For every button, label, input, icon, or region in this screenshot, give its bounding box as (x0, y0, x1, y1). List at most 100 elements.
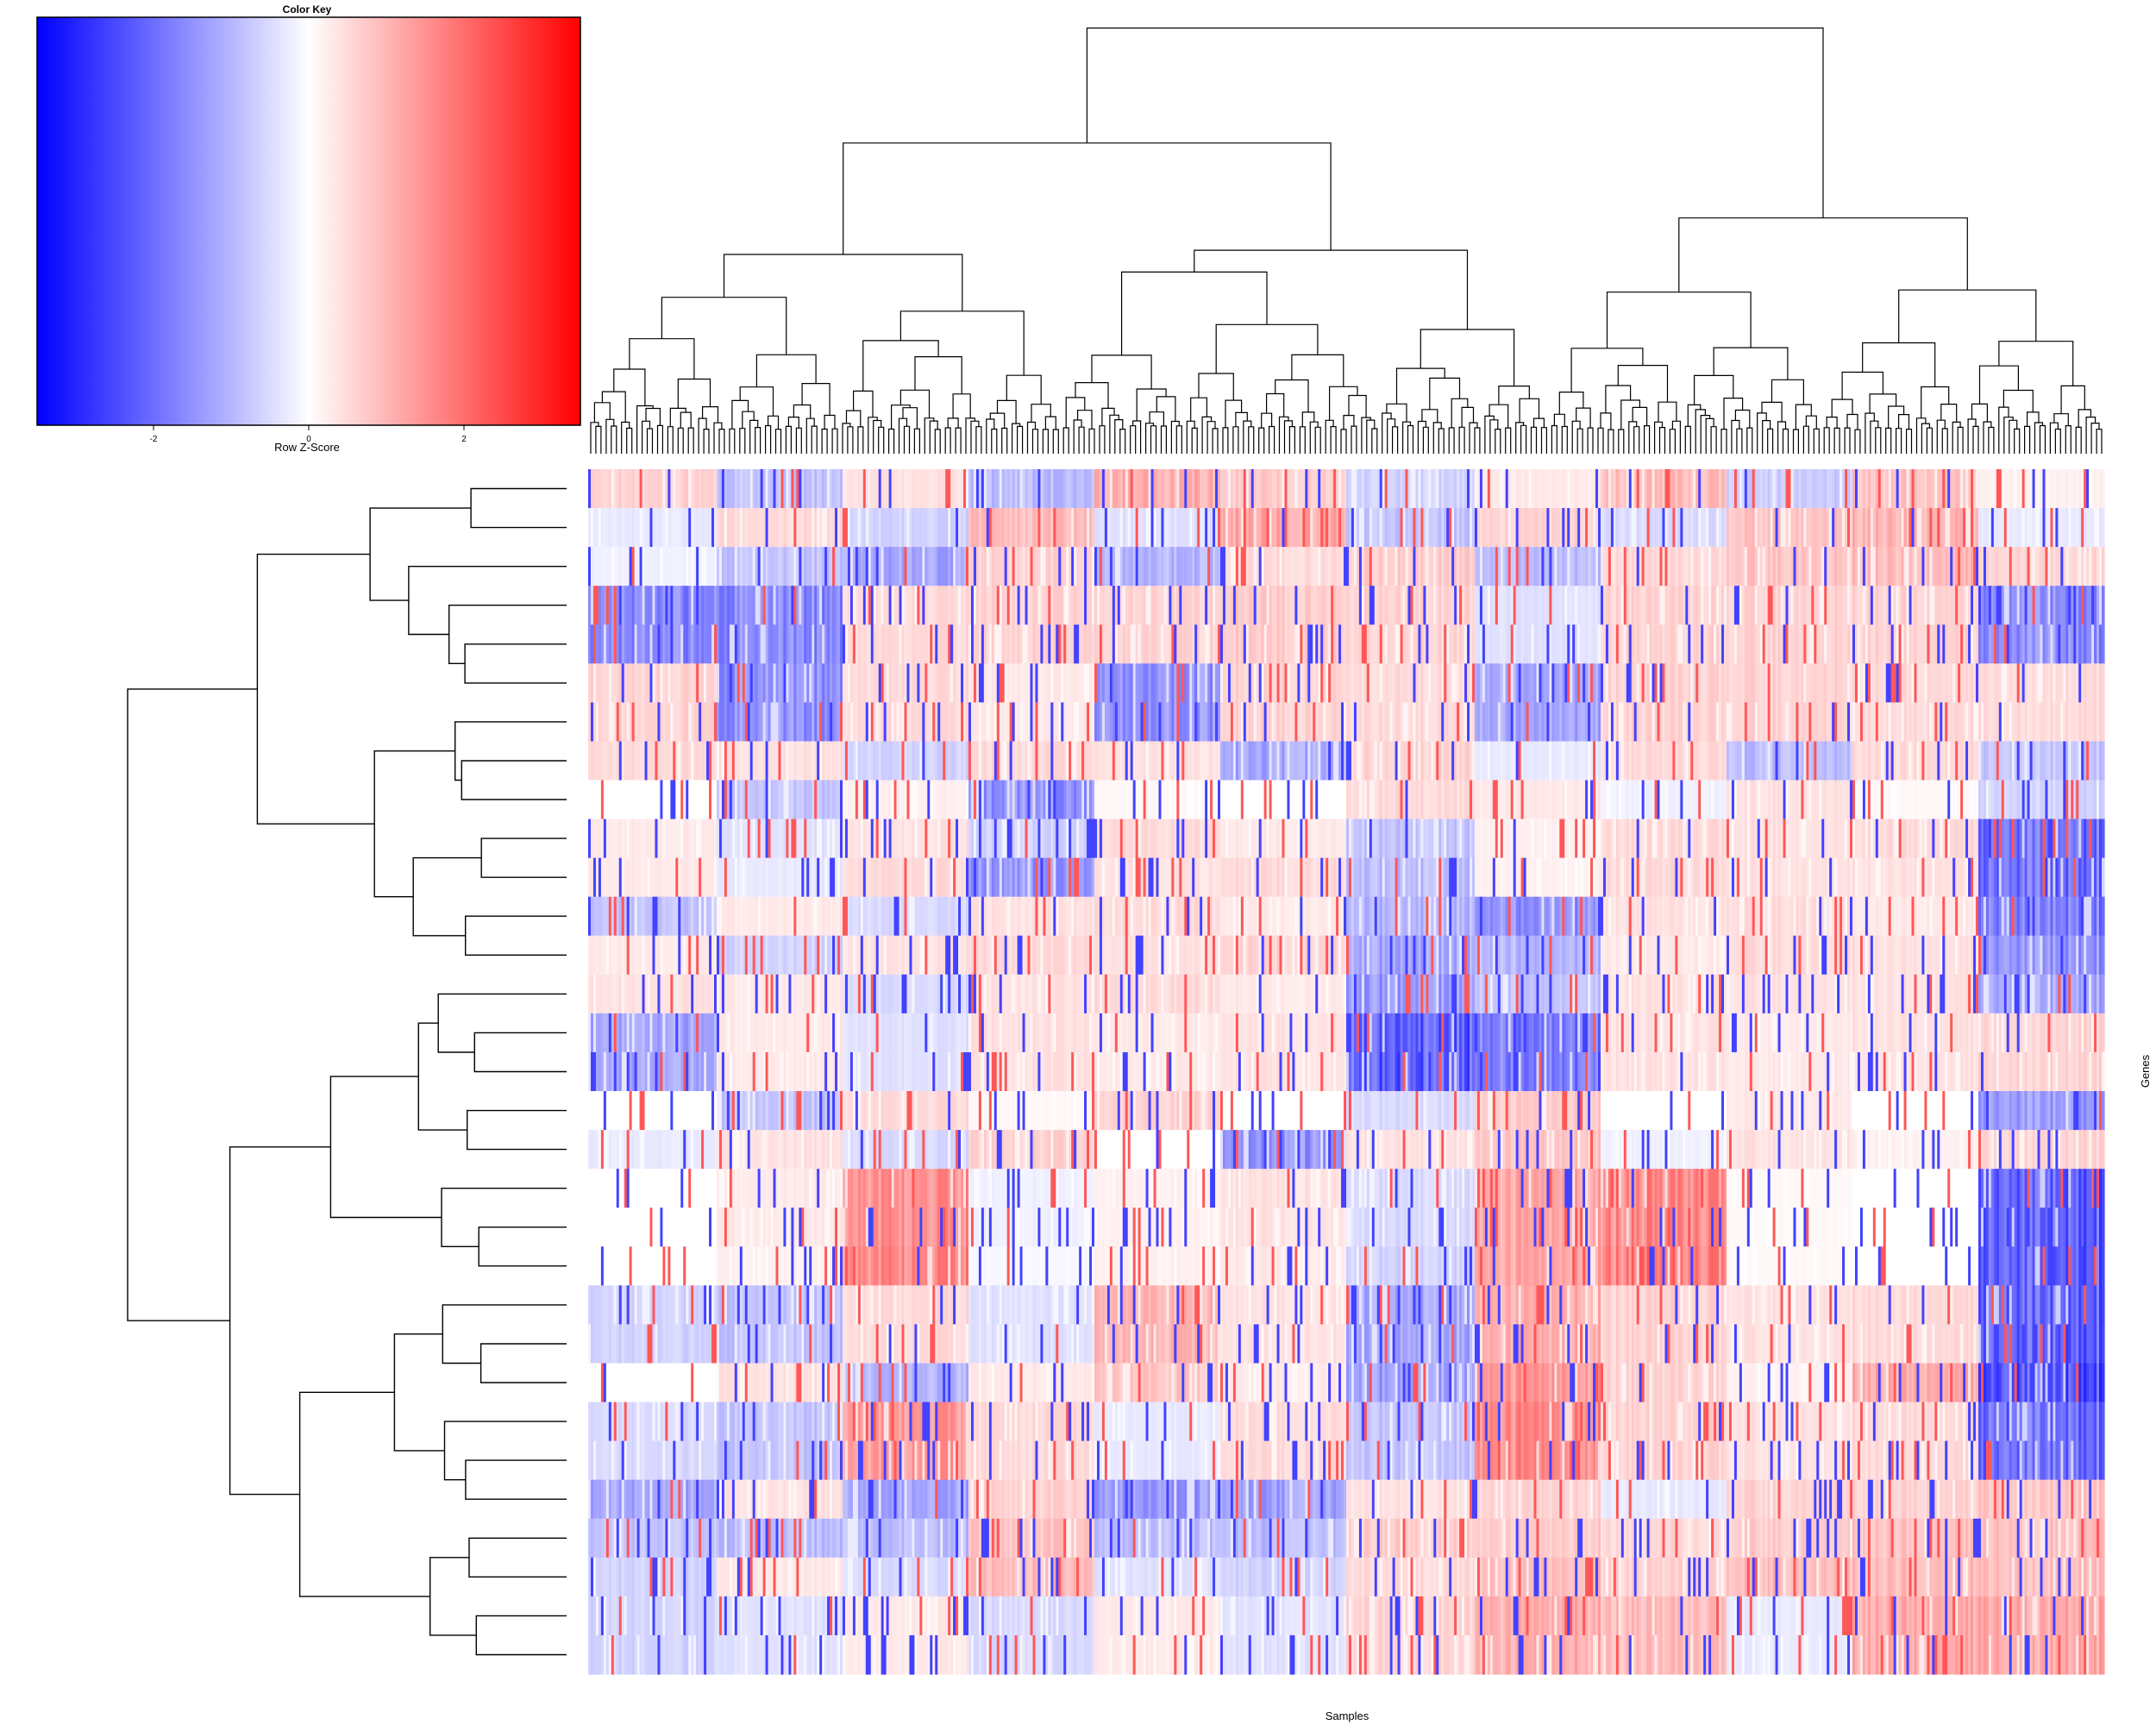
row-dendrogram-branch (330, 1076, 442, 1217)
column-dendrogram-branch (1685, 426, 1690, 454)
column-dendrogram-branch (1420, 329, 1514, 386)
column-dendrogram-branch (1842, 373, 1883, 400)
column-dendrogram-branch (1156, 397, 1175, 422)
column-dendrogram-branch (642, 421, 650, 454)
column-dendrogram-branch (1645, 426, 1650, 454)
column-dendrogram-branch (976, 427, 981, 454)
column-dendrogram-branch (1490, 420, 1498, 454)
column-dendrogram-branch (1980, 366, 2019, 404)
column-dendrogram-branch (1236, 412, 1247, 426)
heatmap-cell (2102, 547, 2105, 586)
column-dendrogram-branch (1351, 426, 1357, 454)
column-dendrogram-branch (670, 408, 686, 426)
column-dendrogram-branch (1695, 375, 1733, 405)
row-dendrogram (128, 489, 567, 1655)
column-dendrogram-branch (1551, 426, 1557, 455)
column-dendrogram-branch (1606, 386, 1631, 413)
column-dendrogram-branch (1102, 408, 1114, 425)
column-dendrogram-branch (1176, 426, 1181, 454)
column-dendrogram-branch (1053, 430, 1058, 454)
column-dendrogram-branch (1942, 429, 1947, 454)
column-dendrogram-branch (1292, 354, 1344, 386)
column-dendrogram-branch (1806, 416, 1816, 429)
column-dendrogram-branch (1087, 28, 1823, 218)
column-dendrogram-branch (1408, 426, 1413, 455)
column-dendrogram-branch (2065, 426, 2071, 454)
column-dendrogram-branch (724, 254, 962, 311)
column-dendrogram-branch (1341, 430, 1346, 454)
column-dendrogram-branch (1018, 426, 1023, 454)
column-dendrogram-branch (1438, 429, 1444, 454)
column-dendrogram-branch (1588, 428, 1593, 454)
column-dendrogram-branch (755, 428, 761, 454)
column-dendrogram-branch (930, 421, 937, 454)
column-dendrogram-branch (1499, 386, 1529, 405)
column-dendrogram-branch (924, 418, 934, 454)
column-dendrogram-branch (1485, 416, 1494, 454)
column-dendrogram-branch (2025, 426, 2030, 454)
column-dendrogram-branch (768, 416, 779, 429)
heatmap-grid (588, 469, 2105, 1675)
column-dendrogram-branch (2091, 423, 2099, 454)
column-dendrogram-branch (637, 406, 654, 455)
column-dendrogram-branch (1737, 429, 1742, 454)
column-dendrogram-branch (714, 423, 722, 454)
column-dendrogram-branch (719, 430, 724, 454)
column-dendrogram-branch (1089, 429, 1094, 454)
column-dendrogram-branch (854, 391, 873, 417)
column-dendrogram-branch (1031, 405, 1050, 423)
column-dendrogram-branch (704, 430, 709, 454)
column-dendrogram-branch (1275, 380, 1308, 412)
column-dendrogram-branch (812, 426, 817, 454)
column-dendrogram-branch (703, 407, 718, 423)
column-dendrogram-branch (1146, 423, 1154, 454)
column-dendrogram-branch (822, 430, 827, 455)
column-dendrogram-branch (900, 390, 929, 418)
column-dendrogram-branch (1233, 427, 1238, 454)
column-dendrogram-branch (868, 417, 877, 454)
column-dendrogram-branch (1422, 410, 1438, 423)
column-dendrogram-branch (1711, 427, 1716, 454)
column-dendrogram-branch (1100, 426, 1105, 454)
row-dendrogram-branch (445, 1421, 567, 1480)
column-dendrogram-branch (1927, 428, 1932, 454)
column-dendrogram-branch (646, 409, 660, 426)
column-dendrogram-branch (1285, 421, 1293, 454)
column-dendrogram-branch (1120, 430, 1125, 454)
column-dendrogram-branch (1542, 428, 1547, 454)
column-dendrogram-branch (1941, 405, 1957, 423)
column-dendrogram-branch (1747, 428, 1752, 454)
column-dendrogram-branch (1192, 428, 1197, 454)
row-dendrogram-branch (442, 1189, 567, 1247)
color-key-tick-label: -2 (150, 435, 158, 444)
row-dendrogram-branch (479, 1227, 567, 1266)
column-dendrogram-branch (1213, 429, 1218, 454)
column-dendrogram-branch (863, 341, 938, 392)
column-dendrogram-branch (2096, 430, 2102, 454)
column-dendrogram-branch (1834, 428, 1839, 454)
row-dendrogram-branch (409, 567, 567, 635)
column-dendrogram-branch (1886, 428, 1891, 454)
column-dendrogram-branch (1577, 429, 1583, 454)
column-dendrogram-branch (622, 423, 630, 455)
column-dendrogram-branch (1520, 398, 1539, 423)
column-dendrogram-branch (2035, 423, 2043, 454)
column-dendrogram-branch (1670, 430, 1675, 454)
column-dendrogram-branch (1006, 375, 1041, 405)
column-dendrogram-branch (1349, 396, 1366, 418)
column-dendrogram-branch (935, 430, 940, 454)
column-dendrogram-branch (1418, 422, 1426, 455)
column-dendrogram-branch (874, 421, 881, 455)
column-dendrogram-branch (793, 405, 810, 419)
column-dendrogram-branch (1968, 419, 1976, 454)
column-dendrogram-branch (889, 430, 894, 455)
row-dendrogram-branch (461, 761, 567, 800)
column-dendrogram-branch (1958, 427, 1963, 454)
column-dendrogram-branch (1989, 428, 1994, 455)
column-dendrogram-branch (992, 430, 997, 455)
column-dendrogram-branch (1845, 428, 1850, 454)
row-dendrogram-branch (474, 1032, 567, 1071)
column-dendrogram-branch (658, 425, 663, 454)
column-dendrogram-branch (1063, 428, 1069, 454)
column-dendrogram-branch (802, 384, 830, 416)
